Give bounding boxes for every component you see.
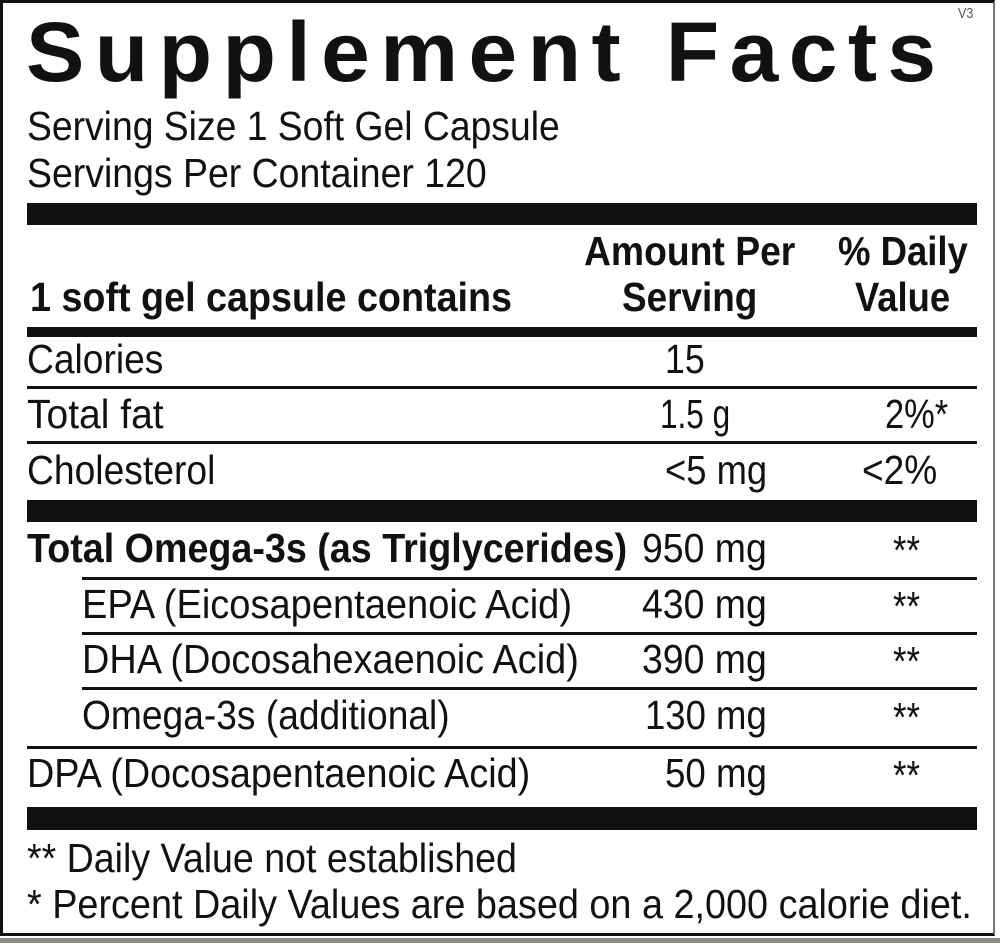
footnote-dv-not-established: ** Daily Value not established [27, 835, 517, 881]
row-dv: <2% [862, 447, 938, 493]
version-mark: V3 [958, 5, 974, 22]
row-divider [82, 687, 977, 690]
row-amount: 130 mg [645, 692, 767, 738]
row-name: Calories [27, 336, 164, 382]
row-amount: <5 mg [665, 447, 768, 493]
row-divider [82, 577, 977, 580]
header-amount-line1: Amount Per [584, 228, 796, 274]
row-name: Omega-3s (additional) [82, 692, 450, 738]
row-divider [82, 632, 977, 635]
row-amount: 15 [665, 336, 705, 382]
thick-divider [27, 203, 977, 225]
row-dv: ** [893, 583, 920, 629]
footnote-percent-dv: * Percent Daily Values are based on a 2,… [27, 881, 972, 927]
row-amount: 950 mg [642, 525, 767, 571]
row-divider [27, 386, 977, 389]
row-dv: ** [893, 694, 920, 740]
row-dv: 2%* [885, 391, 949, 437]
row-amount: 1.5 g [660, 391, 731, 437]
row-dv: ** [893, 752, 920, 798]
row-amount: 430 mg [642, 581, 767, 627]
medium-divider [27, 327, 977, 337]
row-amount: 50 mg [665, 750, 767, 796]
servings-per-container: Servings Per Container 120 [27, 150, 487, 196]
row-name: DHA (Docosahexaenoic Acid) [82, 636, 579, 682]
row-name: Total fat [27, 391, 164, 437]
header-dv-line1: % Daily [838, 228, 968, 274]
row-name: EPA (Eicosapentaenoic Acid) [82, 581, 572, 627]
thick-divider [27, 500, 977, 522]
row-name: Total Omega-3s (as Triglycerides) [27, 525, 628, 571]
header-dv-line2: Value [855, 274, 951, 320]
row-amount: 390 mg [642, 636, 767, 682]
serving-size: Serving Size 1 Soft Gel Capsule [27, 103, 560, 149]
row-dv: ** [893, 638, 920, 684]
row-divider [27, 441, 977, 444]
bottom-edge [0, 938, 1000, 943]
thick-divider [27, 807, 977, 830]
header-contains: 1 soft gel capsule contains [30, 274, 513, 320]
row-dv: ** [893, 527, 920, 573]
label-title: Supplement Facts [26, 5, 947, 99]
row-name: DPA (Docosapentaenoic Acid) [27, 750, 531, 796]
header-amount-line2: Serving [622, 274, 758, 320]
row-divider [27, 746, 977, 749]
row-name: Cholesterol [27, 447, 216, 493]
